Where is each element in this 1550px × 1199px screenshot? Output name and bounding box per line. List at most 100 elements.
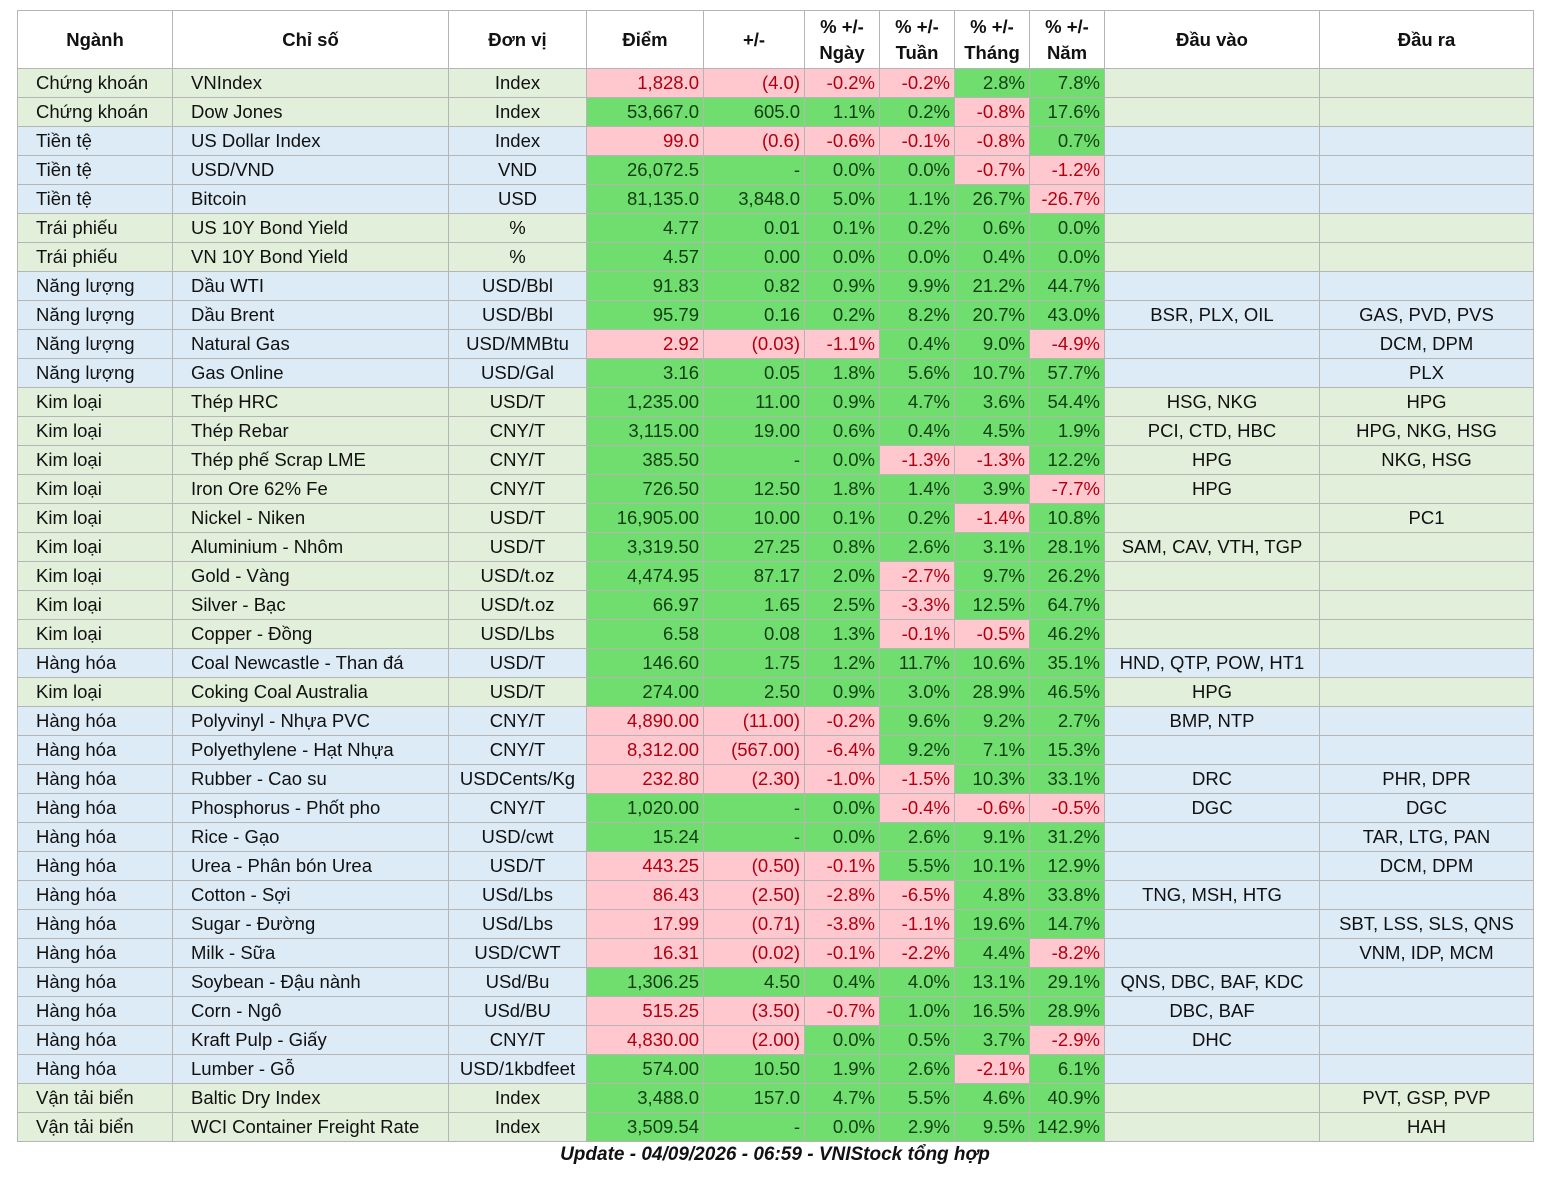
table-cell: 4,890.00 [586, 706, 704, 736]
table-cell: USD/T [448, 503, 587, 533]
table-cell: USD/cwt [448, 822, 587, 852]
table-cell: 26.2% [1029, 561, 1105, 591]
table-cell: PC1 [1319, 503, 1534, 533]
table-row: Kim loại Gold - Vàng USD/t.oz 4,474.95 87.17… [17, 561, 1534, 591]
table-cell: 385.50 [586, 445, 704, 475]
table-cell [1104, 1112, 1320, 1142]
table-cell: -0.5% [1029, 793, 1105, 823]
table-cell: 87.17 [703, 561, 805, 591]
table-cell: SBT, LSS, SLS, QNS [1319, 909, 1534, 939]
table-cell: 1.65 [703, 590, 805, 620]
table-cell: 28.9% [954, 677, 1030, 707]
table-cell: Hàng hóa [17, 735, 173, 765]
column-header: Đầu ra [1319, 10, 1534, 69]
table-row: Hàng hóa Rice - Gạo USD/cwt 15.24-0.0% 2.6% 9… [17, 822, 1534, 852]
table-cell: 10.8% [1029, 503, 1105, 533]
table-cell: 11.7% [879, 648, 955, 678]
table-cell: 0.08 [703, 619, 805, 649]
table-cell [1104, 213, 1320, 243]
table-cell: 1.0% [879, 996, 955, 1026]
table-cell: USD/Bbl [448, 300, 587, 330]
table-cell: Vận tải biển [17, 1083, 173, 1113]
table-cell: (0.50) [703, 851, 805, 881]
table-cell: 0.0% [804, 1025, 880, 1055]
table-cell: 605.0 [703, 97, 805, 127]
table-cell: 4.77 [586, 213, 704, 243]
table-cell: -1.0% [804, 764, 880, 794]
table-cell [1319, 735, 1534, 765]
table-cell: 2.0% [804, 561, 880, 591]
table-row: Tiền tệ Bitcoin USD 81,135.0 3,848.0 5.0% 1.1%… [17, 184, 1534, 214]
table-cell [1319, 1054, 1534, 1084]
table-cell: 86.43 [586, 880, 704, 910]
table-row: Tiền tệ USD/VND VND 26,072.5-0.0% 0.0% -0.7% -… [17, 155, 1534, 185]
table-cell [1319, 706, 1534, 736]
table-cell: Hàng hóa [17, 793, 173, 823]
table-cell: HPG [1104, 677, 1320, 707]
column-header: % +/- Tháng [954, 10, 1030, 69]
table-cell: 33.1% [1029, 764, 1105, 794]
table-cell: Index [448, 126, 587, 156]
table-cell: (0.03) [703, 329, 805, 359]
table-cell: DCM, DPM [1319, 851, 1534, 881]
table-cell: USD/T [448, 387, 587, 417]
table-cell: CNY/T [448, 706, 587, 736]
table-cell: 574.00 [586, 1054, 704, 1084]
table-cell: -3.3% [879, 590, 955, 620]
table-cell: Thép HRC [172, 387, 449, 417]
table-cell [1319, 68, 1534, 98]
table-cell: 142.9% [1029, 1112, 1105, 1142]
table-cell: 10.7% [954, 358, 1030, 388]
table-cell: 3.0% [879, 677, 955, 707]
table-cell: (4.0) [703, 68, 805, 98]
table-cell [1104, 735, 1320, 765]
table-body: Chứng khoán VNIndex Index 1,828.0 (4.0) -0.2%… [17, 68, 1534, 1142]
table-cell: Năng lượng [17, 271, 173, 301]
table-cell: 26.7% [954, 184, 1030, 214]
table-cell: 2.8% [954, 68, 1030, 98]
table-cell: 4.5% [954, 416, 1030, 446]
table-cell: 16.5% [954, 996, 1030, 1026]
table-cell: Tiền tệ [17, 155, 173, 185]
table-cell: Baltic Dry Index [172, 1083, 449, 1113]
table-row: Trái phiếu VN 10Y Bond Yield% 4.57 0.00 0.0%… [17, 242, 1534, 272]
table-cell: Kim loại [17, 474, 173, 504]
table-cell [1104, 184, 1320, 214]
table-cell: -2.2% [879, 938, 955, 968]
table-cell: 3.9% [954, 474, 1030, 504]
table-cell: CNY/T [448, 416, 587, 446]
table-cell: QNS, DBC, BAF, KDC [1104, 967, 1320, 997]
table-cell: DHC [1104, 1025, 1320, 1055]
table-cell: 3,509.54 [586, 1112, 704, 1142]
table-cell: 232.80 [586, 764, 704, 794]
table-cell: - [703, 155, 805, 185]
table-row: Hàng hóa Corn - Ngô USd/BU 515.25 (3.50) -0.7… [17, 996, 1534, 1026]
table-cell: 4.7% [879, 387, 955, 417]
table-cell: 27.25 [703, 532, 805, 562]
table-cell: 14.7% [1029, 909, 1105, 939]
table-row: Hàng hóa Sugar - Đường USd/Lbs 17.99 (0.71) -… [17, 909, 1534, 939]
table-cell: 19.6% [954, 909, 1030, 939]
table-cell: -0.1% [804, 938, 880, 968]
table-cell: US Dollar Index [172, 126, 449, 156]
table-cell: Dow Jones [172, 97, 449, 127]
table-cell: 6.1% [1029, 1054, 1105, 1084]
table-cell: 15.3% [1029, 735, 1105, 765]
table-cell [1319, 474, 1534, 504]
table-cell: USD/Lbs [448, 619, 587, 649]
table-cell: 9.0% [954, 329, 1030, 359]
table-cell [1104, 271, 1320, 301]
table-cell: 8,312.00 [586, 735, 704, 765]
table-cell: 2.7% [1029, 706, 1105, 736]
table-cell: 2.9% [879, 1112, 955, 1142]
table-cell: NKG, HSG [1319, 445, 1534, 475]
table-cell: Lumber - Gỗ [172, 1054, 449, 1084]
table-cell: % [448, 242, 587, 272]
table-cell: 16.31 [586, 938, 704, 968]
table-cell [1104, 329, 1320, 359]
table-cell [1319, 271, 1534, 301]
table-cell: 3,319.50 [586, 532, 704, 562]
table-cell: 10.6% [954, 648, 1030, 678]
table-cell: 28.1% [1029, 532, 1105, 562]
